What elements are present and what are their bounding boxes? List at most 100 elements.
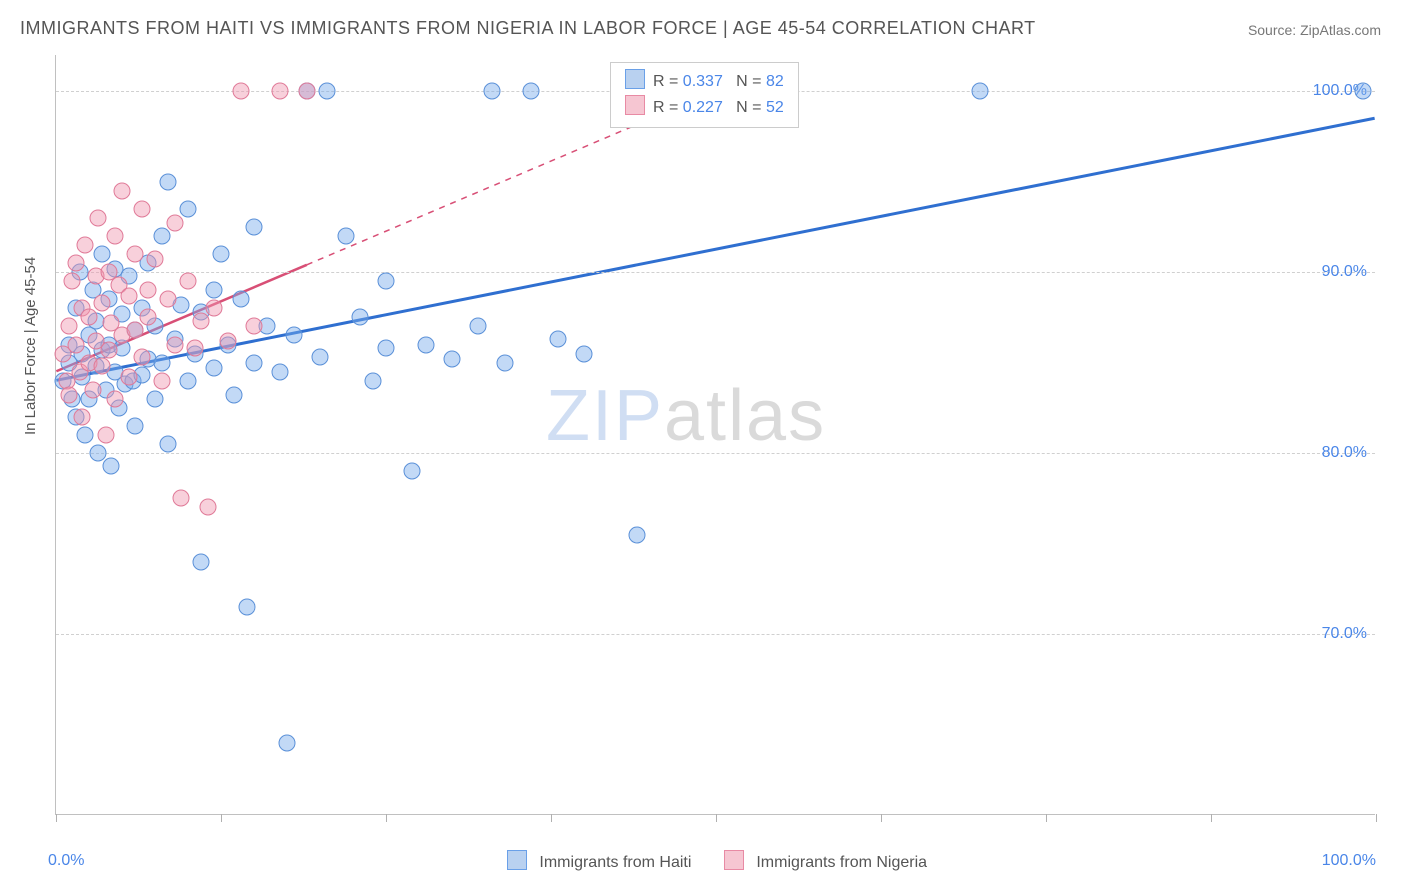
nigeria-point [140,282,157,299]
haiti-point [318,83,335,100]
gridline-h [56,634,1375,635]
haiti-point [160,173,177,190]
y-tick-label: 80.0% [1322,444,1367,462]
r-label: R = [653,99,683,116]
gridline-h [56,453,1375,454]
chart-title: IMMIGRANTS FROM HAITI VS IMMIGRANTS FROM… [20,18,1036,39]
haiti-point [103,457,120,474]
haiti-point [246,218,263,235]
nigeria-point [74,408,91,425]
x-tick [551,814,552,822]
y-axis-title: In Labor Force | Age 45-54 [22,257,39,435]
nigeria-point [127,246,144,263]
r-value: 0.227 [683,99,723,116]
haiti-point [206,282,223,299]
nigeria-point [77,237,94,254]
nigeria-point [107,227,124,244]
x-tick [881,814,882,822]
haiti-point [312,349,329,366]
legend-swatch [625,69,645,89]
haiti-point [576,345,593,362]
nigeria-point [232,83,249,100]
x-tick [56,814,57,822]
haiti-point [180,200,197,217]
haiti-trendline-solid [56,118,1374,380]
nigeria-point [61,387,78,404]
haiti-point [483,83,500,100]
haiti-point [628,526,645,543]
nigeria-point [120,287,137,304]
r-value: 0.337 [683,73,723,90]
nigeria-point [133,349,150,366]
nigeria-point [206,300,223,317]
nigeria-point [219,332,236,349]
gridline-h [56,272,1375,273]
nigeria-point [298,83,315,100]
nigeria-point [199,499,216,516]
haiti-point [444,351,461,368]
nigeria-point [67,336,84,353]
haiti-point [496,354,513,371]
x-tick [1376,814,1377,822]
legend-label-nigeria: Immigrants from Nigeria [756,854,927,871]
haiti-point [279,734,296,751]
nigeria-point [81,309,98,326]
n-value: 52 [766,99,784,116]
x-tick [1211,814,1212,822]
haiti-point [94,246,111,263]
haiti-point [206,360,223,377]
nigeria-point [120,369,137,386]
haiti-point [180,372,197,389]
haiti-point [351,309,368,326]
x-axis-max-label: 100.0% [1322,852,1376,870]
nigeria-point [133,200,150,217]
nigeria-point [90,209,107,226]
legend-swatch-haiti [507,850,527,870]
x-tick [221,814,222,822]
y-tick-label: 70.0% [1322,625,1367,643]
nigeria-point [166,215,183,232]
haiti-point [232,291,249,308]
nigeria-point [63,273,80,290]
source-label: Source: ZipAtlas.com [1248,22,1381,38]
legend-swatch-nigeria [724,850,744,870]
haiti-point [239,598,256,615]
x-axis-min-label: 0.0% [48,852,84,870]
nigeria-point [166,336,183,353]
haiti-point [272,363,289,380]
nigeria-point [140,309,157,326]
haiti-point [972,83,989,100]
haiti-point [338,227,355,244]
haiti-point [153,354,170,371]
legend-label-haiti: Immigrants from Haiti [539,854,691,871]
nigeria-point [94,294,111,311]
haiti-point [549,331,566,348]
haiti-point [77,427,94,444]
x-tick [1046,814,1047,822]
y-tick-label: 90.0% [1322,263,1367,281]
haiti-point [193,553,210,570]
nigeria-point [246,318,263,335]
haiti-point [127,417,144,434]
n-value: 82 [766,73,784,90]
nigeria-point [94,358,111,375]
correlation-legend: R = 0.337 N = 82R = 0.227 N = 52 [610,62,799,128]
nigeria-point [153,372,170,389]
haiti-point [160,436,177,453]
haiti-point [213,246,230,263]
haiti-point [523,83,540,100]
haiti-point [364,372,381,389]
nigeria-point [147,251,164,268]
plot-area: ZIPatlas 70.0%80.0%90.0%100.0% [55,55,1375,815]
haiti-point [470,318,487,335]
nigeria-point [114,182,131,199]
correlation-legend-row: R = 0.337 N = 82 [625,69,784,95]
nigeria-point [193,313,210,330]
nigeria-point [100,341,117,358]
haiti-point [404,463,421,480]
x-tick [386,814,387,822]
haiti-point [285,327,302,344]
nigeria-point [173,490,190,507]
haiti-point [226,387,243,404]
nigeria-point [67,255,84,272]
